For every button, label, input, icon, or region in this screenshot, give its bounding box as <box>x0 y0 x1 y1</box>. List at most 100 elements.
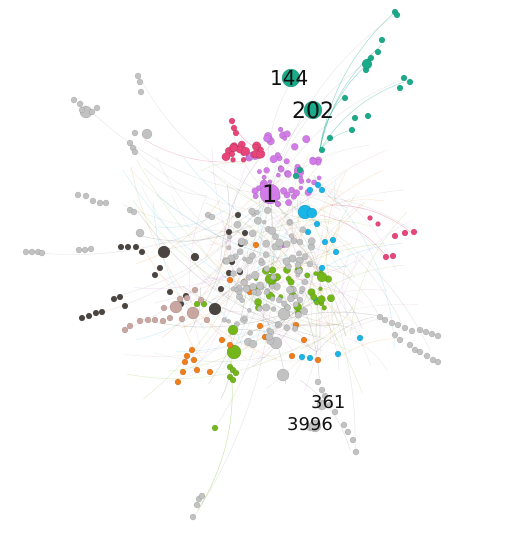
graph-edge-58 <box>249 303 419 358</box>
graph-node-399 <box>391 331 399 339</box>
graph-node-388 <box>416 326 424 334</box>
graph-edge-167 <box>319 81 405 151</box>
graph-edge-4 <box>139 77 271 196</box>
graph-node-392 <box>406 341 414 349</box>
graph-edge-170 <box>319 129 353 151</box>
graph-node-417 <box>301 278 309 286</box>
graph-node-282 <box>248 207 256 216</box>
graph-edge-42 <box>143 199 266 400</box>
graph-node-416 <box>296 296 304 304</box>
graph-node-189 <box>226 341 234 349</box>
graph-edge-87 <box>253 169 384 300</box>
graph-node-246 <box>78 106 86 114</box>
graph-node-232 <box>144 316 152 324</box>
graph-edge-44 <box>347 337 388 371</box>
graph-node-127 <box>334 350 342 358</box>
graph-node-228 <box>186 306 200 320</box>
graph-node-301 <box>236 267 243 274</box>
graph-node-239 <box>197 296 205 304</box>
graph-node-112 <box>326 134 334 142</box>
graph-node-107 <box>341 94 349 102</box>
graph-node-207 <box>151 271 159 279</box>
graph-node-19 <box>302 135 311 144</box>
graph-node-382 <box>376 313 384 321</box>
graph-node-320 <box>288 233 295 239</box>
graph-node-184 <box>174 378 182 386</box>
graph-node-129 <box>318 264 326 272</box>
graph-node-80 <box>240 156 247 163</box>
graph-node-230 <box>126 322 134 330</box>
graph-node-142 <box>313 271 319 277</box>
graph-node-211 <box>166 288 174 296</box>
graph-node-369 <box>256 305 263 312</box>
graph-edge-64 <box>230 159 250 296</box>
graph-edge-59 <box>313 175 348 209</box>
graph-node-360 <box>245 274 252 281</box>
graph-edge-5 <box>79 99 271 196</box>
graph-edge-73 <box>201 184 230 309</box>
graph-node-327 <box>272 233 279 241</box>
graph-node-340 <box>275 238 284 247</box>
graph-node-296 <box>292 301 299 308</box>
graph-node-379 <box>234 287 240 293</box>
graph-node-263 <box>130 208 138 216</box>
graph-node-197 <box>314 356 322 364</box>
graph-node-233 <box>151 316 159 324</box>
graph-node-187 <box>206 368 214 376</box>
graph-node-186 <box>193 366 201 374</box>
graph-node-249 <box>141 128 153 140</box>
graph-node-109 <box>351 114 359 122</box>
graph-edge-166 <box>319 44 383 151</box>
graph-edge-145 <box>141 224 251 242</box>
graph-node-180 <box>188 346 196 354</box>
graph-node-276 <box>276 368 290 382</box>
graph-node-376 <box>242 315 248 321</box>
graph-node-241 <box>178 315 186 323</box>
graph-node-237 <box>183 294 191 302</box>
graph-node-343 <box>262 239 271 248</box>
graph-edge-132 <box>325 263 381 319</box>
graph-edge-67 <box>143 167 206 197</box>
graph-node-384 <box>388 319 396 327</box>
graph-node-79 <box>241 146 251 156</box>
graph-node-420 <box>294 261 302 269</box>
graph-node-366 <box>239 297 245 304</box>
node-label-144: 144 <box>270 66 308 90</box>
graph-node-181 <box>183 352 191 360</box>
graph-edge-114 <box>215 259 338 325</box>
graph-node-319 <box>233 220 242 229</box>
graph-node-84 <box>258 146 264 153</box>
graph-node-267 <box>28 248 36 256</box>
graph-node-178 <box>193 300 201 308</box>
graph-node-322 <box>248 229 257 238</box>
graph-edge-121 <box>182 285 339 327</box>
graph-node-302 <box>263 265 271 273</box>
graph-edge-36 <box>204 234 227 248</box>
graph-node-242 <box>160 304 168 312</box>
graph-node-259 <box>89 197 97 205</box>
graph-edge-49 <box>126 344 303 379</box>
graph-edge-84 <box>252 271 315 367</box>
graph-node-226 <box>234 211 242 219</box>
graph-node-196 <box>300 336 308 344</box>
graph-node-93 <box>367 215 373 221</box>
graph-node-390 <box>428 330 436 338</box>
graph-node-375 <box>263 289 270 296</box>
graph-node-194 <box>226 276 234 284</box>
graph-node-271 <box>81 246 89 254</box>
graph-edge-102 <box>204 176 288 260</box>
graph-edge-23 <box>269 194 321 356</box>
graph-node-395 <box>423 352 431 360</box>
graph-edge-144 <box>211 186 335 301</box>
graph-node-95 <box>281 68 301 88</box>
graph-edge-142 <box>306 191 351 279</box>
graph-edge-115 <box>240 311 382 338</box>
graph-edge-69 <box>192 258 233 299</box>
node-label-1: 1 <box>262 180 277 208</box>
graph-node-362 <box>251 270 260 280</box>
graph-node-357 <box>234 321 240 327</box>
graph-edge-6 <box>29 194 271 255</box>
graph-node-58 <box>275 172 281 178</box>
graph-node-253 <box>131 129 139 137</box>
graph-node-334 <box>249 252 256 260</box>
